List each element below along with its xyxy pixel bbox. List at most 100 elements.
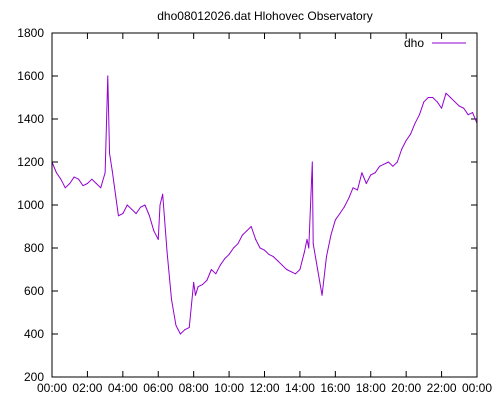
x-tick-label: 08:00	[179, 381, 209, 395]
data-point	[60, 178, 62, 180]
data-point	[64, 187, 66, 189]
data-point	[396, 161, 398, 163]
data-point	[184, 329, 186, 331]
x-tick-label: 18:00	[356, 381, 386, 395]
data-point	[317, 269, 319, 270]
x-tick-label: 10:00	[214, 381, 244, 395]
data-point	[113, 183, 115, 184]
y-axis-ticks: 200 400 600 800 1000 1200 1400 1600 1800	[17, 26, 477, 384]
data-point	[286, 269, 288, 270]
x-axis-ticks: 00:00 02:00 04:00 06:00 08:00 10:00 12:00 14:00…	[37, 33, 492, 395]
y-tick-label: 1800	[17, 26, 44, 40]
data-point	[188, 327, 190, 329]
x-tick-label: 00:00	[37, 381, 67, 395]
data-point	[219, 264, 221, 266]
data-point	[109, 152, 111, 154]
data-point	[449, 97, 451, 98]
data-point	[144, 204, 146, 206]
data-point	[445, 92, 447, 94]
data-point	[126, 204, 128, 206]
data-point	[224, 258, 226, 260]
data-point	[91, 178, 93, 180]
data-point	[294, 273, 296, 275]
data-point	[299, 269, 301, 270]
x-tick-label: 02:00	[72, 381, 102, 395]
data-point	[153, 230, 155, 232]
data-point	[171, 299, 173, 301]
data-point	[166, 251, 168, 253]
y-tick-label: 1000	[17, 198, 44, 212]
data-point	[472, 112, 474, 114]
data-point	[356, 189, 358, 191]
data-point	[241, 234, 243, 236]
data-point	[427, 97, 429, 98]
data-point	[69, 183, 71, 184]
legend-label: dho	[404, 36, 424, 50]
data-point	[86, 183, 88, 184]
data-point	[467, 114, 469, 116]
data-point	[281, 264, 283, 266]
data-point	[157, 238, 159, 240]
data-point	[392, 165, 394, 167]
data-point	[436, 101, 438, 103]
data-point	[100, 187, 102, 189]
y-tick-label: 400	[24, 327, 44, 341]
data-point	[131, 208, 133, 210]
data-point	[334, 219, 336, 221]
data-point	[250, 226, 252, 227]
data-point	[197, 286, 199, 288]
data-point	[111, 170, 113, 172]
data-point	[179, 333, 181, 335]
data-point	[206, 279, 208, 281]
data-point	[330, 234, 332, 236]
y-tick-label: 1400	[17, 112, 44, 126]
data-point	[162, 193, 164, 195]
data-point	[193, 281, 195, 283]
data-point	[272, 256, 274, 258]
y-tick-label: 200	[24, 370, 44, 384]
data-point	[454, 101, 456, 103]
data-point	[104, 172, 106, 174]
data-point	[107, 75, 109, 77]
data-point	[175, 324, 177, 326]
data-point	[277, 260, 279, 262]
data-point	[210, 269, 212, 270]
data-point	[312, 243, 314, 245]
data-point	[73, 176, 75, 178]
x-tick-label: 12:00	[249, 381, 279, 395]
data-point	[311, 161, 313, 163]
data-point	[348, 198, 350, 200]
data-point	[410, 133, 412, 135]
data-point	[255, 238, 257, 240]
data-point	[339, 213, 341, 215]
x-tick-label: 22:00	[427, 381, 457, 395]
data-point	[228, 253, 230, 255]
data-point	[95, 183, 97, 184]
data-point	[259, 247, 261, 249]
data-point	[379, 165, 381, 167]
x-tick-label: 16:00	[320, 381, 350, 395]
y-tick-label: 600	[24, 284, 44, 298]
data-point	[432, 97, 434, 98]
plot-frame	[51, 32, 478, 378]
x-tick-label: 04:00	[108, 381, 138, 395]
data-point	[215, 273, 217, 275]
data-point	[458, 105, 460, 107]
data-point	[418, 114, 420, 116]
x-tick-label: 14:00	[285, 381, 315, 395]
data-point	[352, 187, 354, 189]
data-point	[405, 140, 407, 141]
data-point	[237, 243, 239, 245]
data-point	[370, 174, 372, 176]
data-point	[159, 204, 161, 206]
data-point	[441, 107, 443, 109]
data-point	[55, 172, 57, 174]
x-tick-label: 20:00	[391, 381, 421, 395]
data-point	[401, 148, 403, 150]
data-point	[303, 251, 305, 253]
data-point	[202, 284, 204, 286]
data-point	[463, 107, 465, 109]
series-line-dho	[51, 75, 478, 335]
data-point	[148, 215, 150, 217]
data-point	[233, 247, 235, 249]
